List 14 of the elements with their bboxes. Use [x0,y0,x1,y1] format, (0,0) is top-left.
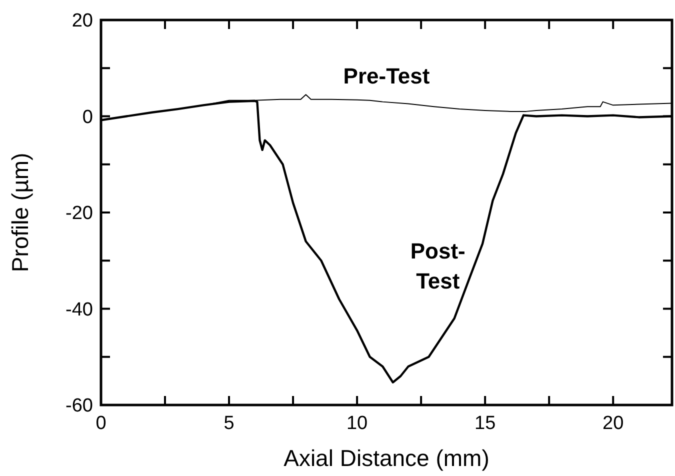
y-tick-label: -40 [66,299,93,320]
x-tick-label: 20 [602,413,624,434]
y-tick-label: 20 [72,10,93,32]
x-tick-label: 15 [474,413,496,434]
x-tick-label: 0 [96,413,106,434]
series-label: Post-Test [410,238,466,294]
y-axis-title: Profile (µm) [7,152,33,272]
y-tick-label: -20 [66,203,93,224]
series-label: Pre-Test [343,64,430,89]
y-tick-label: 0 [82,106,93,128]
x-tick-label: 5 [224,413,234,434]
x-axis-title: Axial Distance (mm) [284,445,490,471]
y-tick-label: -60 [66,396,93,417]
x-tick-label: 10 [346,413,368,434]
